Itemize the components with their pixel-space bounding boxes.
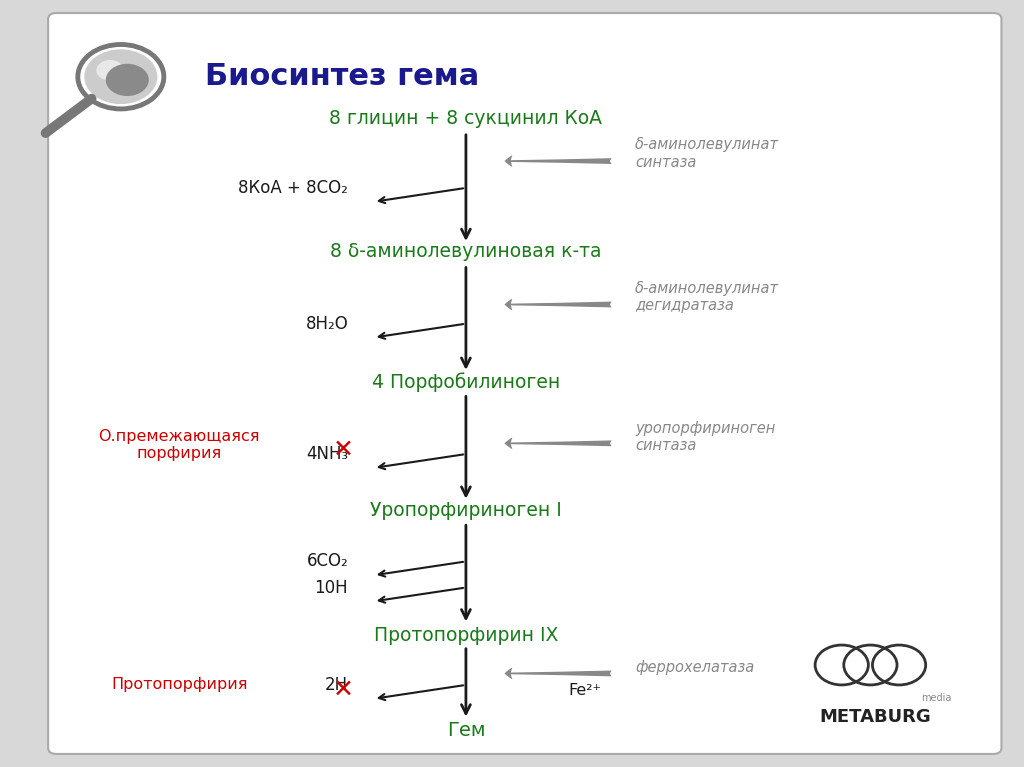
Text: δ-аминолевулинат
дегидратаза: δ-аминолевулинат дегидратаза — [635, 281, 779, 313]
Text: 8 глицин + 8 сукцинил КоА: 8 глицин + 8 сукцинил КоА — [330, 110, 602, 128]
Text: Уропорфириноген I: Уропорфириноген I — [370, 501, 562, 519]
Text: феррохелатаза: феррохелатаза — [635, 660, 754, 675]
Text: Протопорфирин IX: Протопорфирин IX — [374, 626, 558, 644]
Circle shape — [105, 64, 148, 96]
Text: Fe²⁺: Fe²⁺ — [568, 683, 601, 698]
Text: Биосинтез гема: Биосинтез гема — [205, 62, 479, 91]
Text: 10Н: 10Н — [314, 578, 348, 597]
Text: 8 δ-аминолевулиновая к-та: 8 δ-аминолевулиновая к-та — [330, 242, 602, 261]
Circle shape — [84, 49, 158, 104]
Text: уропорфириноген
синтаза: уропорфириноген синтаза — [635, 421, 775, 453]
Text: О.премежающаяся
порфирия: О.премежающаяся порфирия — [98, 429, 260, 461]
Text: 2Н: 2Н — [325, 676, 348, 694]
Text: METABURG: METABURG — [819, 708, 932, 726]
Text: Протопорфирия: Протопорфирия — [111, 677, 248, 693]
Text: media: media — [922, 693, 952, 703]
Text: 6СО₂: 6СО₂ — [306, 552, 348, 571]
Text: 8КоА + 8СО₂: 8КоА + 8СО₂ — [239, 179, 348, 197]
Text: δ-аминолевулинат
синтаза: δ-аминолевулинат синтаза — [635, 137, 779, 170]
Text: Гем: Гем — [446, 721, 485, 739]
Text: 8Н₂О: 8Н₂О — [305, 314, 348, 333]
FancyBboxPatch shape — [48, 13, 1001, 754]
Text: ✕: ✕ — [333, 438, 353, 463]
Circle shape — [96, 60, 124, 81]
Text: ✕: ✕ — [333, 678, 353, 703]
Text: 4 Порфобилиноген: 4 Порфобилиноген — [372, 372, 560, 392]
Text: 4NH₃: 4NH₃ — [306, 445, 348, 463]
